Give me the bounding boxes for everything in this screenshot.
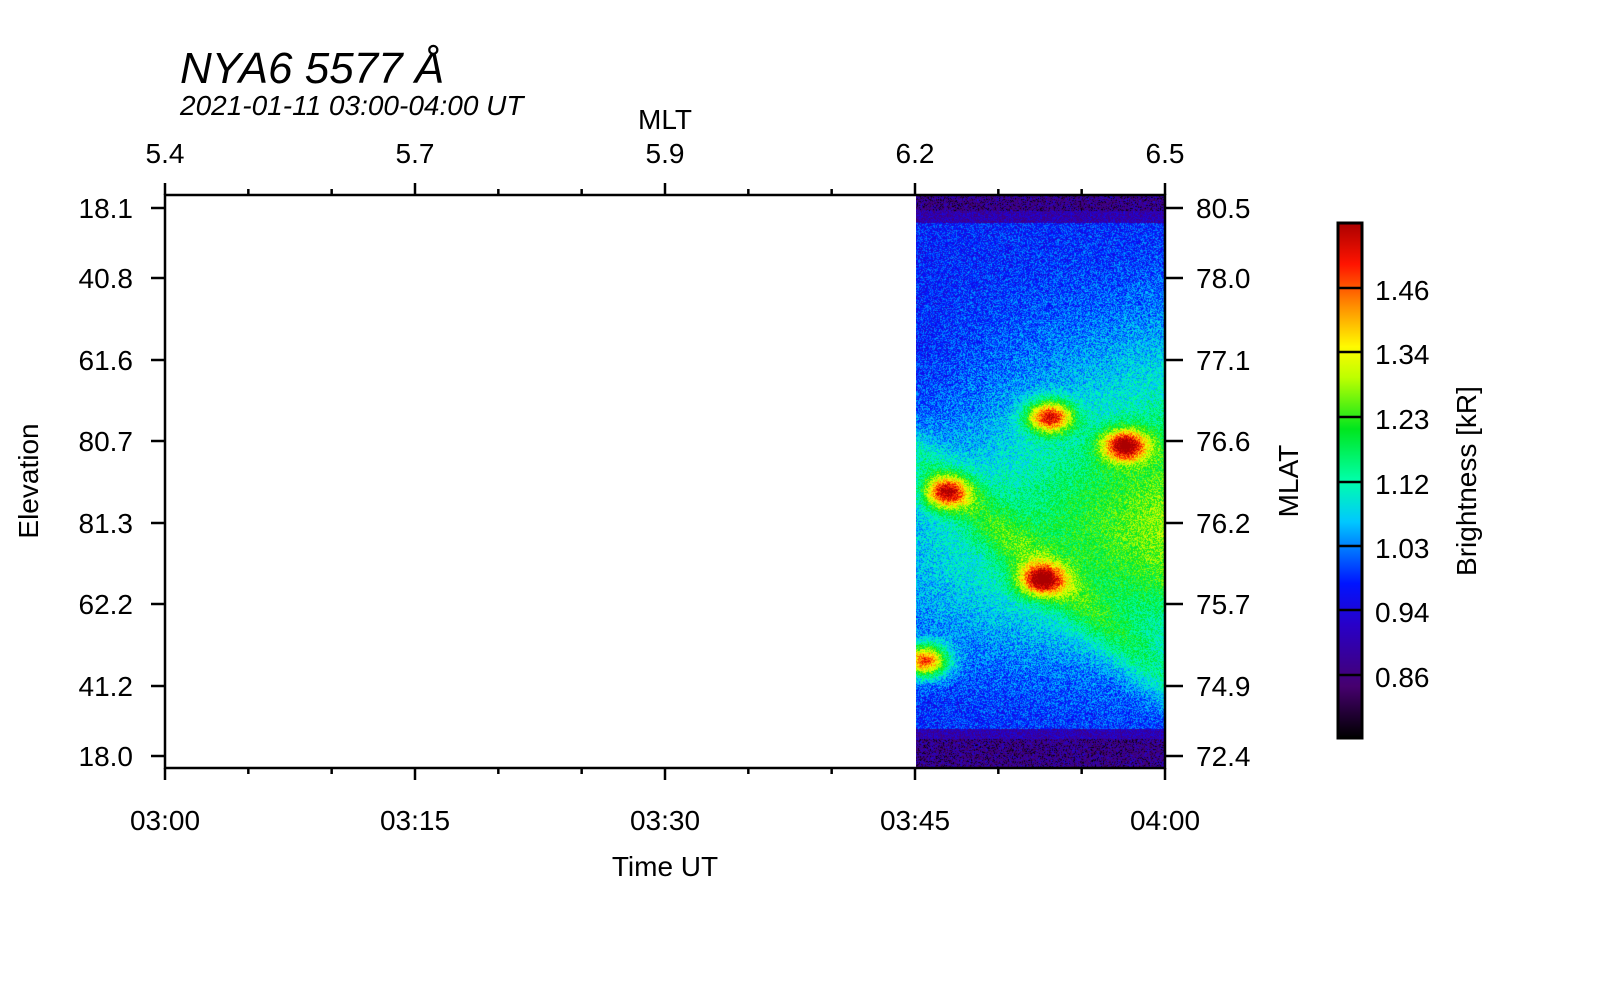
y-tick-label-right: 77.1: [1196, 345, 1251, 376]
chart-subtitle: 2021-01-11 03:00-04:00 UT: [180, 90, 524, 121]
top-tick-label: 5.4: [146, 138, 185, 169]
x-tick-label: 03:30: [630, 805, 700, 836]
y-tick-label-left: 40.8: [79, 263, 134, 294]
top-tick-label: 6.5: [1146, 138, 1185, 169]
top-tick-label: 5.9: [646, 138, 685, 169]
chart-title: NYA6 5577 Å: [180, 44, 445, 93]
y-axis-label-left: Elevation: [13, 423, 44, 538]
colorbar-tick-label: 1.34: [1375, 339, 1430, 370]
y-tick-label-left: 80.7: [79, 426, 134, 457]
colorbar-tick-label: 1.03: [1375, 533, 1430, 564]
y-tick-label-right: 76.6: [1196, 426, 1251, 457]
y-tick-label-right: 76.2: [1196, 508, 1251, 539]
y-tick-label-right: 74.9: [1196, 671, 1251, 702]
x-tick-label: 03:00: [130, 805, 200, 836]
colorbar-tick-label: 1.12: [1375, 469, 1430, 500]
y-tick-label-right: 75.7: [1196, 589, 1251, 620]
colorbar-tick-label: 1.46: [1375, 275, 1430, 306]
y-tick-label-left: 18.1: [79, 193, 134, 224]
y-axis-label-right: MLAT: [1273, 445, 1304, 518]
top-tick-label: 6.2: [896, 138, 935, 169]
x-tick-label: 03:15: [380, 805, 450, 836]
y-tick-label-left: 61.6: [79, 345, 134, 376]
colorbar: [1336, 221, 1364, 740]
y-tick-label-left: 81.3: [79, 508, 134, 539]
plot-frame: [163, 193, 1167, 770]
y-tick-label-left: 18.0: [79, 741, 134, 772]
y-tick-label-right: 78.0: [1196, 263, 1251, 294]
top-tick-label: 5.7: [396, 138, 435, 169]
colorbar-label: Brightness [kR]: [1451, 386, 1482, 576]
x-tick-label: 03:45: [880, 805, 950, 836]
y-tick-label-left: 41.2: [79, 671, 134, 702]
y-tick-label-right: 72.4: [1196, 741, 1251, 772]
x-axis-label: Time UT: [612, 851, 718, 882]
colorbar-tick-label: 0.86: [1375, 662, 1430, 693]
keogram-heatmap: [916, 195, 1165, 768]
y-tick-label-left: 62.2: [79, 589, 134, 620]
y-tick-label-right: 80.5: [1196, 193, 1251, 224]
colorbar-tick-label: 0.94: [1375, 597, 1430, 628]
colorbar-tick-label: 1.23: [1375, 404, 1430, 435]
x-tick-label: 04:00: [1130, 805, 1200, 836]
top-axis-label: MLT: [638, 104, 692, 135]
